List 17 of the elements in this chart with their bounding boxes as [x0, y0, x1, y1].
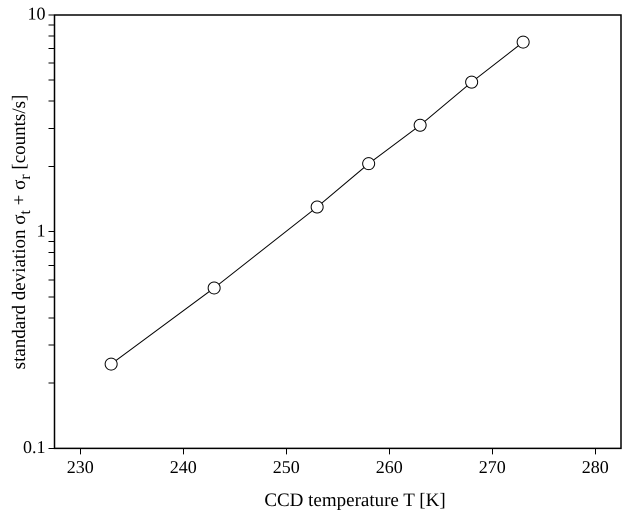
point: [208, 281, 221, 294]
x-tick-label: 230: [66, 456, 94, 477]
y-tick-label: 1: [36, 220, 46, 240]
x-tick-label: 280: [582, 456, 609, 477]
x-tick-label: 260: [376, 456, 403, 477]
point: [362, 157, 376, 170]
x-tick-label: 240: [170, 456, 197, 477]
y-tick-label: 10: [28, 4, 46, 24]
point: [516, 36, 530, 49]
point: [465, 76, 478, 89]
x-tick-label: 250: [272, 456, 300, 477]
point: [414, 118, 427, 132]
point: [104, 358, 118, 371]
point: [310, 200, 324, 214]
y-tick-label: 0.1: [23, 437, 46, 458]
x-tick-label: 270: [478, 456, 506, 477]
x-axis-title: CCD temperature T [K]: [263, 490, 447, 512]
